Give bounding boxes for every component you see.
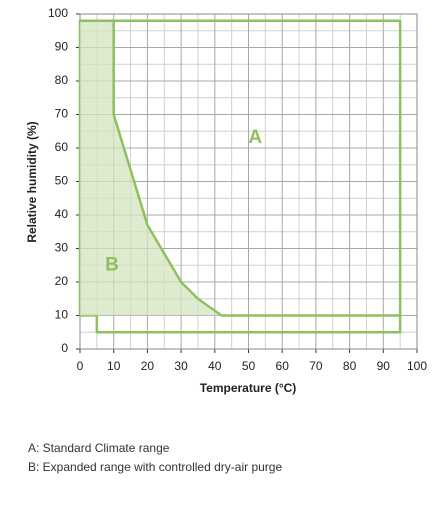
y-tick-label: 20 — [55, 274, 69, 288]
x-tick-label: 80 — [343, 359, 357, 373]
x-tick-label: 100 — [407, 359, 427, 373]
y-tick-label: 0 — [61, 341, 68, 355]
y-tick-label: 70 — [55, 107, 69, 121]
note: A: Standard Climate range — [28, 441, 170, 455]
y-tick-label: 80 — [55, 73, 69, 87]
x-tick-label: 10 — [107, 359, 121, 373]
x-tick-label: 90 — [377, 359, 391, 373]
region-boundary — [80, 19, 401, 317]
y-tick-label: 90 — [55, 40, 69, 54]
x-axis-title: Temperature (°C) — [200, 381, 297, 395]
x-tick-label: 60 — [276, 359, 290, 373]
x-tick-label: 50 — [242, 359, 256, 373]
y-axis-title: Relative humidity (%) — [25, 121, 39, 242]
note: B: Expanded range with controlled dry-ai… — [28, 460, 282, 474]
x-tick-label: 70 — [309, 359, 323, 373]
region-label: B — [105, 254, 119, 275]
y-tick-label: 60 — [55, 140, 69, 154]
y-tick-label: 10 — [55, 308, 69, 322]
y-tick-label: 40 — [55, 207, 69, 221]
y-tick-label: 100 — [48, 6, 68, 20]
region-fill — [80, 20, 401, 316]
x-tick-label: 0 — [77, 359, 84, 373]
x-tick-label: 20 — [141, 359, 155, 373]
y-tick-label: 30 — [55, 241, 69, 255]
x-tick-label: 40 — [208, 359, 222, 373]
region-label: A — [248, 127, 262, 148]
y-tick-label: 50 — [55, 174, 69, 188]
x-tick-label: 30 — [174, 359, 188, 373]
